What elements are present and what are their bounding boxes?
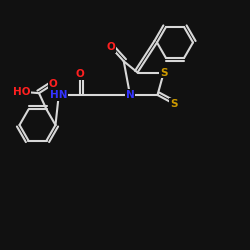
Text: O: O (76, 69, 84, 79)
Text: N: N (126, 90, 134, 100)
Text: S: S (160, 68, 168, 78)
Text: O: O (107, 42, 116, 52)
Text: S: S (170, 99, 177, 109)
Text: HO: HO (13, 87, 30, 97)
Text: O: O (48, 80, 57, 90)
Text: HN: HN (50, 90, 68, 100)
